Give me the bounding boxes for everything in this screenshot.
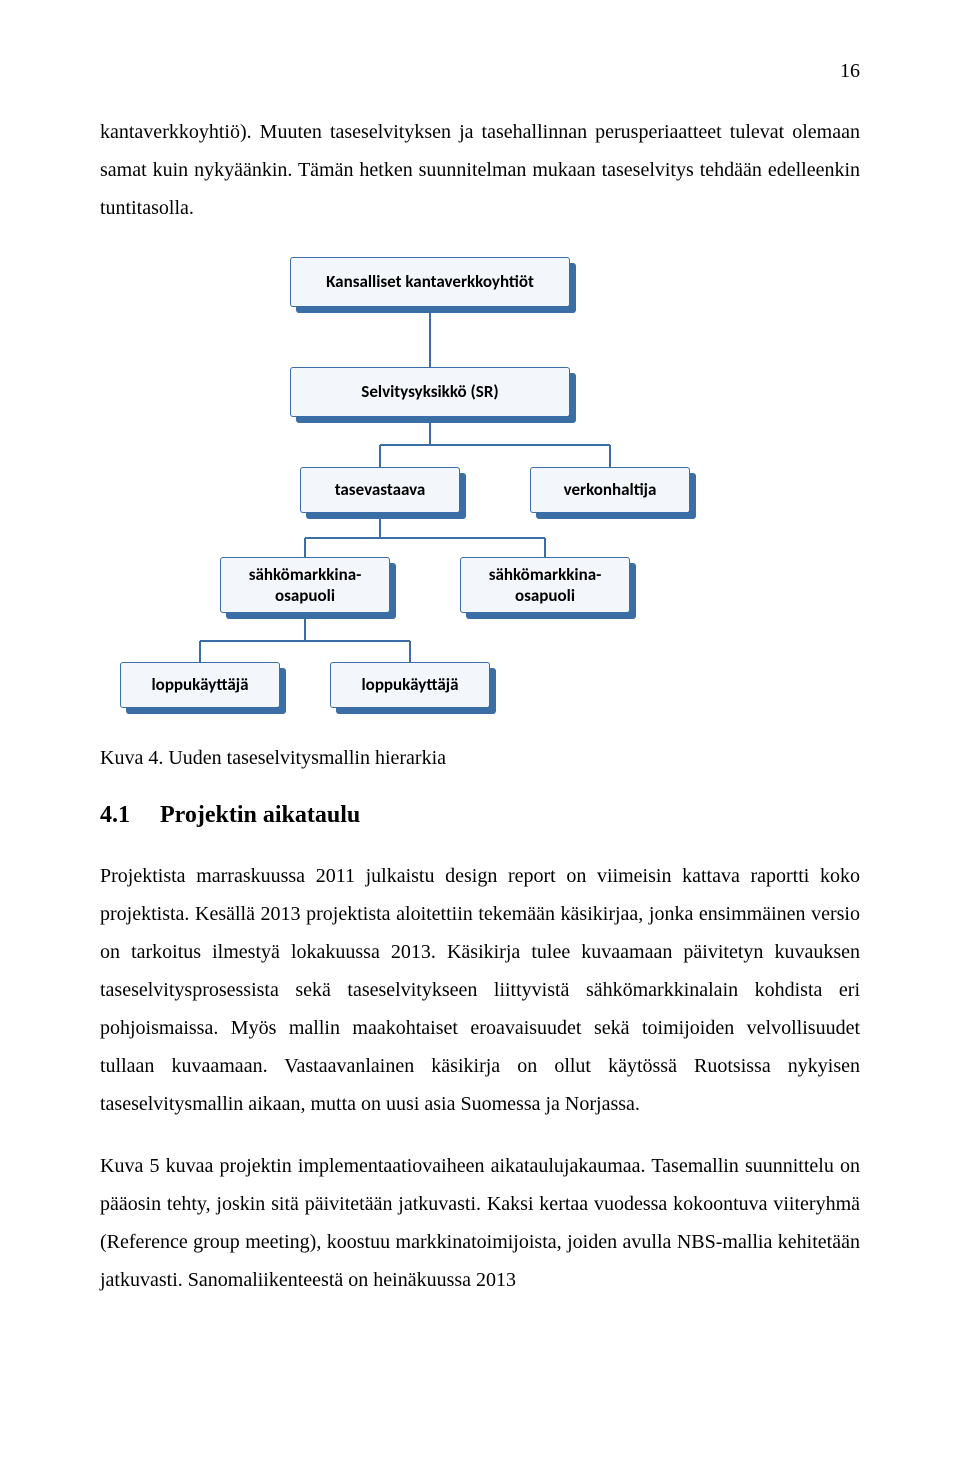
- diagram-node-lk1: loppukäyttäjä: [120, 662, 280, 708]
- diagram-node-smo1: sähkömarkkina-osapuoli: [220, 557, 390, 613]
- diagram-node-verk: verkonhaltija: [530, 467, 690, 513]
- diagram-node-lk2: loppukäyttäjä: [330, 662, 490, 708]
- diagram-node-root: Kansalliset kantaverkkoyhtiöt: [290, 257, 570, 307]
- heading-number: 4.1: [100, 802, 130, 829]
- diagram-node-sr: Selvitysyksikkö (SR): [290, 367, 570, 417]
- diagram-node-smo2: sähkömarkkina-osapuoli: [460, 557, 630, 613]
- paragraph-2: Projektista marraskuussa 2011 julkaistu …: [100, 857, 860, 1123]
- heading-text: Projektin aikataulu: [160, 802, 360, 828]
- page-number: 16: [100, 60, 860, 83]
- section-heading: 4.1 Projektin aikataulu: [100, 802, 860, 829]
- paragraph-3: Kuva 5 kuvaa projektin implementaatiovai…: [100, 1147, 860, 1299]
- hierarchy-diagram: Kansalliset kantaverkkoyhtiöt Selvitysyks…: [100, 257, 780, 717]
- paragraph-1: kantaverkkoyhtiö). Muuten taseselvitykse…: [100, 113, 860, 227]
- figure-caption: Kuva 4. Uuden taseselvitysmallin hierark…: [100, 747, 860, 770]
- page: 16 kantaverkkoyhtiö). Muuten taseselvity…: [0, 0, 960, 1363]
- diagram-node-tasev: tasevastaava: [300, 467, 460, 513]
